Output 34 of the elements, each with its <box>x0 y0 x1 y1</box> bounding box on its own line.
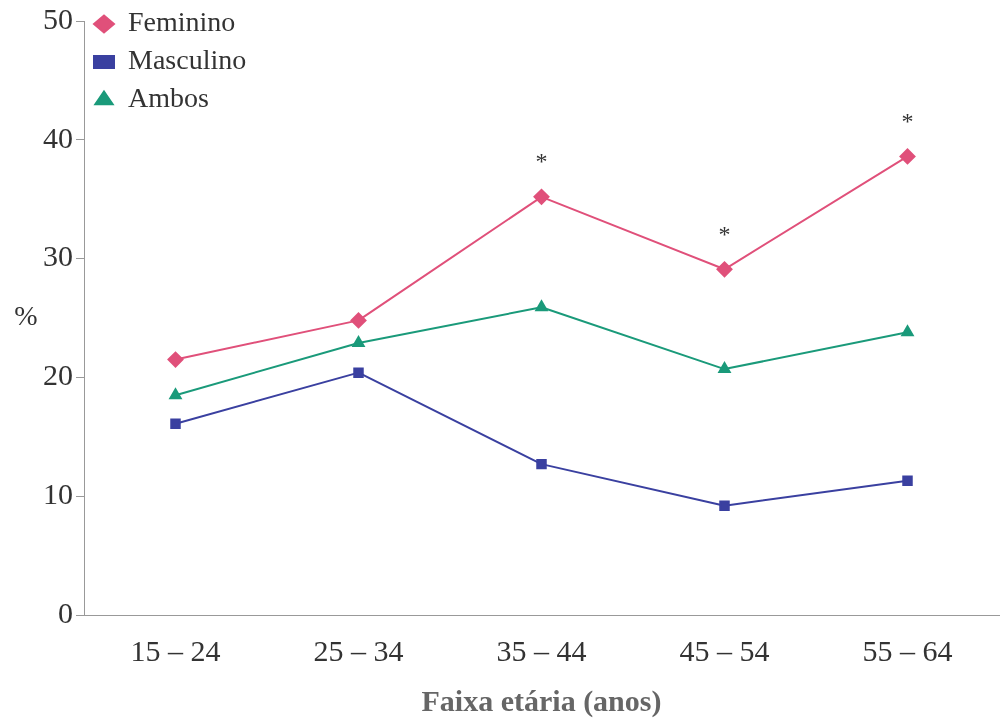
point <box>716 261 733 278</box>
point <box>167 351 184 368</box>
point <box>899 148 916 165</box>
y-tick-label: 50 <box>43 1 73 35</box>
legend-label: Ambos <box>128 82 209 114</box>
annotation: * <box>718 220 731 247</box>
legend-label: Masculino <box>128 44 247 76</box>
y-tick-label: 30 <box>43 239 73 273</box>
x-axis-title: Faixa etária (anos) <box>421 683 662 718</box>
y-tick-label: 10 <box>43 477 73 511</box>
x-tick-label: 55 – 64 <box>862 633 953 667</box>
y-axis-title: % <box>14 300 38 332</box>
x-tick-label: 25 – 34 <box>313 633 404 667</box>
y-tick-label: 20 <box>43 358 73 392</box>
annotation: * <box>901 107 914 134</box>
x-tick-label: 35 – 44 <box>496 633 587 667</box>
y-tick-label: 0 <box>58 595 73 629</box>
point <box>536 458 547 470</box>
legend-label: Feminino <box>128 6 236 38</box>
point <box>350 312 367 329</box>
x-tick-label: 15 – 24 <box>130 633 221 667</box>
x-tick-label: 45 – 54 <box>679 633 770 667</box>
annotation: * <box>535 148 548 175</box>
point <box>170 418 181 429</box>
point <box>169 388 182 400</box>
point <box>901 325 914 337</box>
point <box>718 362 731 374</box>
point <box>353 367 364 378</box>
point <box>719 500 730 511</box>
point <box>352 335 365 347</box>
point <box>533 188 550 205</box>
point <box>535 300 548 312</box>
point <box>902 475 913 486</box>
y-tick-label: 40 <box>43 120 73 154</box>
